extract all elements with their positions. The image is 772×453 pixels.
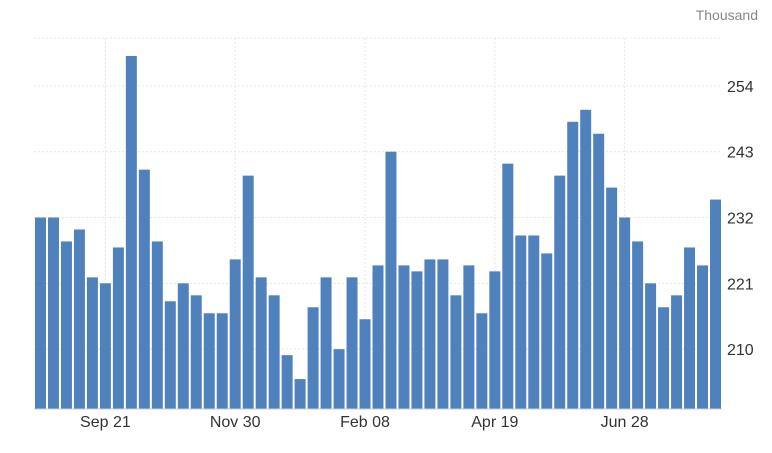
- bar: [125, 55, 137, 409]
- bar: [60, 241, 72, 409]
- y-tick-label: 254: [727, 79, 754, 96]
- bar: [281, 355, 293, 409]
- bar: [47, 217, 59, 409]
- bar: [216, 313, 228, 409]
- bar: [671, 295, 683, 409]
- x-axis: Sep 21 Nov 30 Feb 08 Apr 19 Jun 28: [34, 408, 722, 431]
- y-tick-label: 210: [727, 342, 754, 359]
- bar: [580, 109, 592, 409]
- bar: [398, 265, 410, 409]
- bar: [463, 265, 475, 409]
- bar: [697, 265, 709, 409]
- x-tick-label: Apr 19: [471, 414, 518, 431]
- bar: [541, 253, 553, 409]
- bar: [35, 217, 46, 409]
- bar: [450, 295, 462, 409]
- bar: [164, 301, 176, 409]
- bar: [632, 241, 644, 409]
- bar: [502, 163, 514, 409]
- bar: [424, 259, 436, 409]
- bar: [255, 277, 267, 409]
- bars: [35, 55, 721, 410]
- bar: [684, 247, 696, 409]
- bar: [177, 283, 189, 409]
- bar: [333, 349, 345, 409]
- bar: [476, 313, 488, 409]
- y-tick-label: 221: [727, 276, 754, 293]
- bar: [645, 283, 657, 409]
- bar: [294, 379, 306, 409]
- bar: [658, 307, 670, 409]
- bar: [372, 265, 384, 409]
- bar: [437, 259, 449, 409]
- x-tick-label: Feb 08: [340, 414, 390, 431]
- bar: [710, 199, 721, 409]
- bar: [151, 241, 163, 409]
- bar: [307, 307, 319, 409]
- bar: [86, 277, 98, 409]
- bar: [567, 121, 579, 410]
- x-tick-label: Sep 21: [80, 414, 131, 431]
- unit-label: Thousand: [696, 7, 758, 23]
- bar: [385, 151, 397, 409]
- bar: [528, 235, 540, 409]
- bar: [320, 277, 332, 409]
- bar: [554, 175, 566, 409]
- bar: [346, 277, 358, 409]
- y-tick-label: 232: [727, 211, 754, 228]
- bar: [242, 175, 254, 409]
- bar: [99, 283, 111, 409]
- bar: [515, 235, 527, 409]
- bar: [190, 295, 202, 409]
- bar: [203, 313, 215, 409]
- y-tick-label: 243: [727, 145, 754, 162]
- bar: [73, 229, 85, 409]
- bar: [606, 187, 618, 409]
- bar: [411, 271, 423, 409]
- bar: [112, 247, 124, 409]
- bar: [138, 169, 150, 409]
- x-tick-label: Jun 28: [601, 414, 649, 431]
- x-tick-label: Nov 30: [210, 414, 261, 431]
- y-axis: 210 221 232 243 254: [727, 79, 754, 359]
- bar: [489, 271, 501, 409]
- bar: [359, 319, 371, 409]
- bar: [268, 295, 280, 409]
- bar: [619, 217, 631, 409]
- bar: [593, 133, 605, 410]
- bar: [229, 259, 241, 409]
